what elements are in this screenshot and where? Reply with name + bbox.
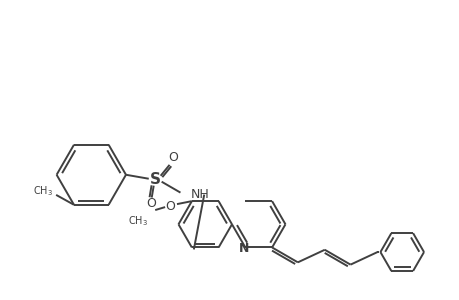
Text: N: N [239,242,249,255]
Text: CH$_3$: CH$_3$ [33,184,53,198]
Text: NH: NH [190,188,209,201]
Text: S: S [150,172,161,187]
Text: O: O [168,152,178,164]
Text: O: O [165,200,174,213]
Text: O: O [146,197,155,210]
Text: CH$_3$: CH$_3$ [128,214,148,228]
